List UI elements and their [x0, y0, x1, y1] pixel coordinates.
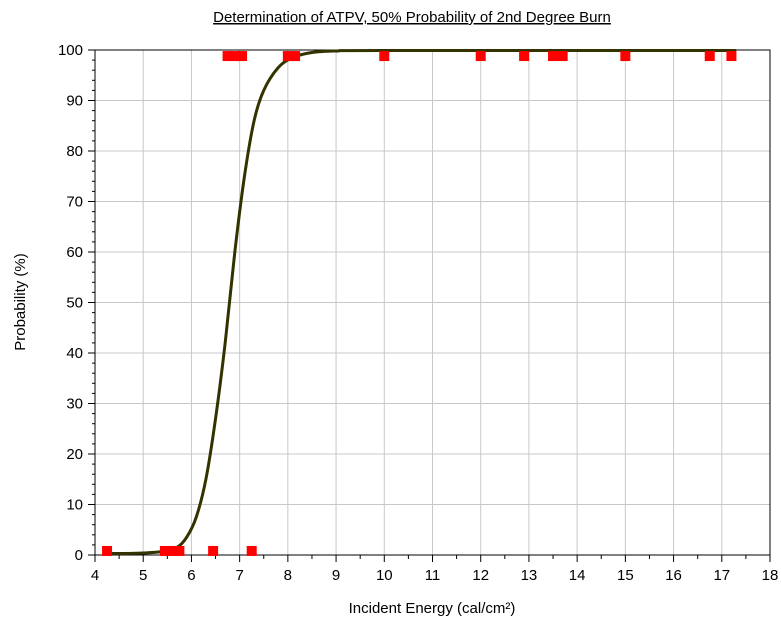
x-tick-label: 4: [91, 567, 99, 584]
plot-grid: [94, 49, 771, 556]
data-point: [102, 545, 113, 556]
data-point: [167, 545, 178, 556]
y-tick-label: 80: [66, 143, 83, 160]
y-tick-label: 100: [58, 42, 83, 59]
x-axis-label: Incident Energy (cal/cm²): [349, 600, 516, 617]
data-point: [475, 51, 486, 62]
y-tick-label: 70: [66, 194, 83, 211]
data-point: [208, 545, 219, 556]
x-tick-label: 7: [235, 567, 243, 584]
x-tick-label: 17: [713, 567, 730, 584]
y-axis-label: Probability (%): [12, 253, 29, 351]
curve-layer: [109, 48, 737, 556]
data-point: [290, 51, 301, 62]
data-point: [620, 51, 631, 62]
fit-curve: [109, 48, 737, 556]
data-point: [222, 51, 233, 62]
x-tick-label: 8: [284, 567, 292, 584]
data-point: [237, 51, 248, 62]
y-tick-label: 60: [66, 244, 83, 261]
x-axis: 4 5 6 7 8 9 10 11 12 13 14 15 16 17 18: [91, 555, 779, 584]
data-point: [548, 51, 559, 62]
y-tick-label: 0: [75, 547, 83, 564]
x-tick-label: 9: [332, 567, 340, 584]
chart-title: Determination of ATPV, 50% Probability o…: [213, 9, 611, 26]
x-tick-label: 15: [617, 567, 634, 584]
x-tick-label: 12: [472, 567, 489, 584]
x-tick-label: 13: [521, 567, 538, 584]
y-tick-label: 10: [66, 497, 83, 514]
data-point: [159, 545, 170, 556]
data-point: [726, 51, 737, 62]
y-tick-label: 40: [66, 345, 83, 362]
x-tick-label: 6: [187, 567, 195, 584]
y-tick-label: 90: [66, 93, 83, 110]
y-tick-label: 20: [66, 446, 83, 463]
data-point: [704, 51, 715, 62]
points-layer: [102, 51, 737, 556]
x-tick-label: 18: [762, 567, 779, 584]
y-axis: 0 10 20 30 40 50 60 70 80 90 100: [58, 42, 95, 564]
data-point: [229, 51, 240, 62]
x-tick-label: 10: [376, 567, 393, 584]
y-tick-label: 50: [66, 295, 83, 312]
data-point: [557, 51, 568, 62]
y-tick-label: 30: [66, 396, 83, 413]
x-tick-label: 5: [139, 567, 147, 584]
data-point: [246, 545, 257, 556]
x-tick-label: 16: [665, 567, 682, 584]
data-point: [379, 51, 390, 62]
data-point: [519, 51, 530, 62]
data-point: [282, 51, 293, 62]
x-tick-label: 11: [425, 567, 441, 584]
data-point: [174, 545, 185, 556]
x-tick-label: 14: [569, 567, 586, 584]
